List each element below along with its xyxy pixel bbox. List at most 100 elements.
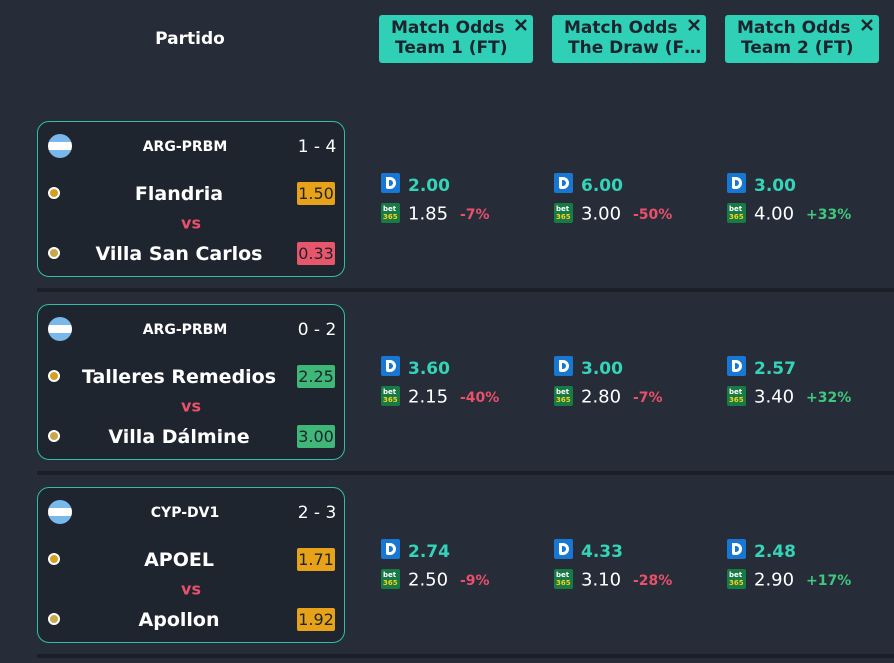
league: CYP-DV1 (150, 505, 220, 521)
bet365-word: bet (729, 571, 743, 579)
bet365-word: bet (383, 571, 397, 579)
row-separator (37, 654, 894, 658)
rating-badge: 0.33 (297, 242, 335, 265)
bookmaker-icon (554, 539, 573, 559)
bet365-icon: bet 365 (381, 386, 400, 406)
column-header-button[interactable]: Match Odds Team 1 (FT) (379, 15, 533, 63)
primary-odds: 2.00 (408, 176, 450, 196)
odds-change: -7% (460, 207, 490, 223)
primary-odds: 3.00 (754, 176, 796, 196)
odds-change: +32% (806, 390, 852, 406)
bet365-odds: 3.10 (581, 569, 622, 591)
bookmaker-glyph (559, 177, 569, 189)
bet365-icon: bet 365 (554, 203, 573, 223)
column-header-line1: Match Odds (564, 18, 678, 38)
vs: vs (181, 579, 201, 599)
bet365-odds: 2.90 (754, 569, 795, 591)
column-header-line2: Team 1 (FT) (395, 38, 508, 58)
close-x (515, 19, 527, 31)
bet365-odds: 2.80 (581, 386, 622, 408)
primary-odds: 3.00 (581, 359, 623, 379)
bookmaker-icon (554, 356, 573, 376)
bet365-number: 365 (383, 396, 398, 404)
odds-change: -50% (633, 207, 673, 223)
primary-odds: 6.00 (581, 176, 623, 196)
team-name: Flandria (134, 183, 224, 205)
close-x (688, 19, 700, 31)
close-icon[interactable] (513, 17, 529, 33)
league: ARG-PRBM (142, 139, 228, 155)
bet365-icon: bet 365 (727, 386, 746, 406)
bet365-word: bet (556, 388, 570, 396)
close-icon[interactable] (859, 17, 875, 33)
bet365-odds: 3.00 (581, 203, 622, 225)
score: 1 - 4 (297, 137, 337, 157)
bookmaker-icon (727, 173, 746, 193)
bet365-odds: 4.00 (754, 203, 795, 225)
team-name: APOEL (144, 549, 214, 571)
rating-badge: 2.25 (297, 365, 335, 388)
bet365-number: 365 (556, 396, 571, 404)
match-card[interactable]: CYP-DV1 2 - 3 APOEL 1.71 Apollon 1.92 vs (37, 487, 345, 643)
bet365-odds: 2.15 (408, 386, 449, 408)
team-logo (48, 553, 60, 565)
primary-odds: 4.33 (581, 542, 623, 562)
bookmaker-glyph (732, 543, 742, 555)
column-header-button[interactable]: Match Odds Team 2 (FT) (725, 15, 879, 63)
bet365-word: bet (383, 205, 397, 213)
league-flag (48, 500, 72, 524)
match-card[interactable]: ARG-PRBM 0 - 2 Talleres Remedios 2.25 Villa … (37, 304, 345, 460)
primary-odds: 3.60 (408, 359, 450, 379)
match-card[interactable]: ARG-PRBM 1 - 4 Flandria 1.50 Villa San Carlo… (37, 121, 345, 277)
close-x (861, 19, 873, 31)
bet365-icon: bet 365 (554, 569, 573, 589)
team-logo (48, 187, 60, 199)
row-separator (37, 288, 894, 292)
bookmaker-icon (727, 539, 746, 559)
bet365-number: 365 (556, 213, 571, 221)
bet365-number: 365 (729, 396, 744, 404)
odds-change: +33% (806, 207, 852, 223)
bookmaker-icon (381, 173, 400, 193)
bookmaker-glyph (732, 360, 742, 372)
bet365-odds: 3.40 (754, 386, 795, 408)
bet365-number: 365 (729, 213, 744, 221)
column-header-line2: Team 2 (FT) (741, 38, 854, 58)
bookmaker-glyph (386, 360, 396, 372)
league-flag (48, 317, 72, 341)
odds-change: -9% (460, 573, 490, 589)
bet365-odds: 2.50 (408, 569, 449, 591)
odds-change: +17% (806, 573, 852, 589)
row-separator (37, 471, 894, 475)
team-name: Villa San Carlos (95, 243, 263, 265)
vs: vs (181, 213, 201, 233)
score: 2 - 3 (297, 503, 337, 523)
bet365-odds: 1.85 (408, 203, 449, 225)
odds-change: -28% (633, 573, 673, 589)
rating-badge: 1.71 (297, 548, 335, 571)
rating-badge: 1.92 (297, 608, 335, 631)
bookmaker-icon (554, 173, 573, 193)
bet365-word: bet (383, 388, 397, 396)
close-icon[interactable] (686, 17, 702, 33)
bet365-word: bet (556, 571, 570, 579)
column-header-button[interactable]: Match Odds The Draw (F… (552, 15, 706, 63)
score: 0 - 2 (297, 320, 337, 340)
primary-odds: 2.48 (754, 542, 796, 562)
team-name: Talleres Remedios (81, 366, 277, 388)
team-logo (48, 247, 60, 259)
bookmaker-glyph (386, 177, 396, 189)
team-name: Villa Dálmine (108, 426, 250, 448)
column-header-line1: Match Odds (737, 18, 851, 38)
odds-change: -40% (460, 390, 500, 406)
bet365-icon: bet 365 (381, 569, 400, 589)
column-header-line2: The Draw (F… (568, 38, 702, 58)
bet365-icon: bet 365 (554, 386, 573, 406)
bet365-number: 365 (383, 213, 398, 221)
bet365-number: 365 (383, 579, 398, 587)
bookmaker-icon (381, 539, 400, 559)
bookmaker-icon (727, 356, 746, 376)
bet365-number: 365 (556, 579, 571, 587)
vs: vs (181, 396, 201, 416)
